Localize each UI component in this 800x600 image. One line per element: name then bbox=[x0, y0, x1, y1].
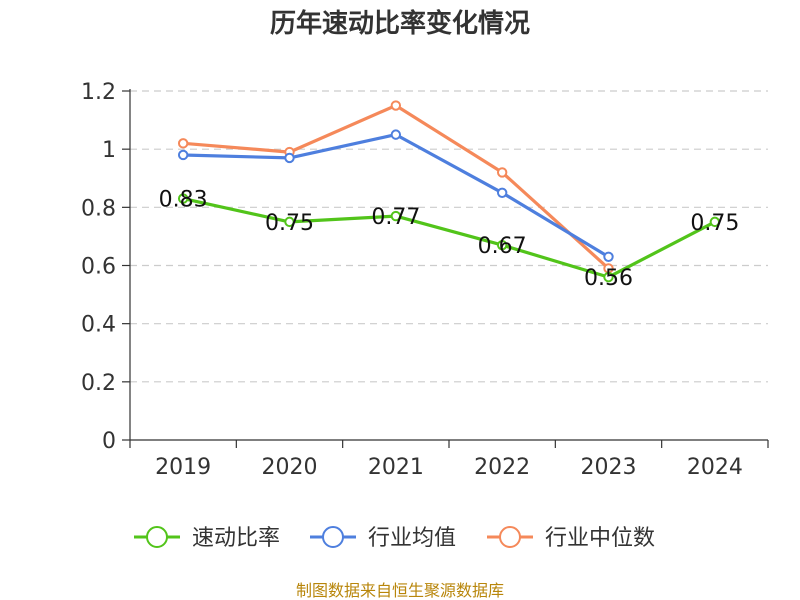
data-point[interactable] bbox=[496, 167, 508, 178]
data-point[interactable] bbox=[496, 239, 508, 251]
data-point[interactable] bbox=[284, 216, 295, 228]
data-labels: 0.83 0.75 0.77 0.67 0.56 0.75 bbox=[159, 188, 740, 292]
chart-title: 历年速动比率变化情况 bbox=[270, 8, 530, 39]
data-point[interactable] bbox=[284, 152, 295, 164]
legend-label: 速动比率 bbox=[192, 526, 280, 551]
x-tick-label: 2023 bbox=[581, 455, 637, 480]
series-quick-ratio bbox=[177, 193, 721, 283]
legend-marker bbox=[146, 526, 168, 548]
data-point[interactable] bbox=[177, 149, 189, 161]
x-tick-label: 2020 bbox=[262, 455, 318, 480]
data-label: 0.75 bbox=[265, 211, 314, 236]
series-industry-median bbox=[177, 100, 614, 274]
x-tick-label: 2022 bbox=[474, 455, 530, 480]
data-point[interactable] bbox=[390, 210, 402, 222]
data-label: 0.56 bbox=[584, 266, 633, 291]
data-point[interactable] bbox=[177, 138, 189, 149]
legend-item[interactable]: 行业均值 bbox=[310, 526, 456, 551]
axes: 0 0.2 0.4 0.6 0.8 1 1.2 2019 2020 2021 2022 2023 202… bbox=[81, 80, 769, 480]
x-tick-label: 2019 bbox=[155, 455, 211, 480]
y-tick-label: 0 bbox=[102, 429, 116, 454]
data-label: 0.75 bbox=[690, 211, 739, 236]
y-tick-label: 0.8 bbox=[81, 196, 116, 221]
y-tick-label: 0.6 bbox=[81, 255, 116, 280]
series-layer bbox=[177, 100, 721, 283]
data-point[interactable] bbox=[390, 129, 402, 140]
data-label: 0.83 bbox=[159, 188, 208, 213]
data-point[interactable] bbox=[390, 100, 402, 111]
legend-marker bbox=[322, 526, 344, 548]
data-point[interactable] bbox=[603, 251, 614, 262]
y-tick-label: 0.2 bbox=[81, 371, 116, 396]
data-label: 0.67 bbox=[478, 234, 527, 259]
x-tick-label: 2024 bbox=[687, 455, 743, 480]
grid bbox=[130, 90, 768, 383]
legend[interactable]: 速动比率 行业均值 行业中位数 bbox=[134, 526, 655, 551]
legend-marker bbox=[499, 526, 521, 548]
data-point[interactable] bbox=[603, 271, 614, 283]
series-line bbox=[181, 197, 717, 279]
legend-label: 行业均值 bbox=[368, 526, 456, 551]
data-point[interactable] bbox=[709, 216, 721, 228]
source-note: 制图数据来自恒生聚源数据库 bbox=[296, 581, 504, 600]
data-point[interactable] bbox=[177, 193, 189, 204]
y-tick-label: 1.2 bbox=[81, 80, 116, 105]
series-line bbox=[181, 133, 611, 259]
y-tick-label: 1 bbox=[102, 138, 116, 163]
data-label: 0.77 bbox=[371, 205, 420, 230]
legend-item[interactable]: 速动比率 bbox=[134, 526, 280, 551]
x-tick-label: 2021 bbox=[368, 455, 424, 480]
data-point[interactable] bbox=[496, 187, 508, 198]
legend-item[interactable]: 行业中位数 bbox=[487, 526, 655, 551]
series-industry-mean bbox=[177, 129, 614, 262]
y-tick-label: 0.4 bbox=[81, 313, 116, 338]
legend-label: 行业中位数 bbox=[545, 526, 655, 551]
